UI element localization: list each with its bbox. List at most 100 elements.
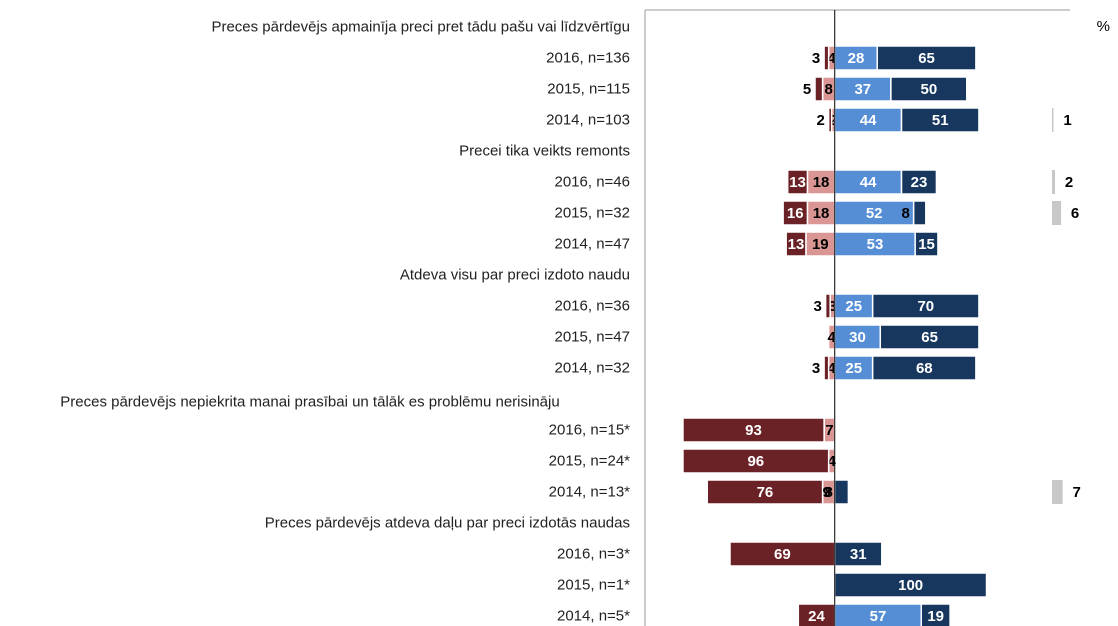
category-label: 2014, n=47 <box>554 235 631 253</box>
bar-segment <box>1052 201 1062 225</box>
category-label: 2014, n=5* <box>557 607 630 625</box>
category-label: Preces pārdevējs atdeva daļu par preci i… <box>264 514 630 532</box>
category-label: 2016, n=3* <box>557 545 630 563</box>
category-label: 2014, n=32 <box>554 359 631 377</box>
bar-segment <box>785 231 807 257</box>
category-label: 2016, n=15* <box>548 421 630 439</box>
value-label: 18 <box>813 174 830 191</box>
value-label: 25 <box>845 298 862 315</box>
value-label: 7 <box>1072 484 1080 501</box>
value-label: 25 <box>845 360 862 377</box>
bar-segment <box>833 541 883 567</box>
category-label: 2015, n=1* <box>557 576 630 594</box>
value-label: 44 <box>860 112 877 129</box>
value-label: 2 <box>829 112 837 129</box>
category-label: 2016, n=46 <box>554 173 631 191</box>
value-label: 13 <box>788 236 805 253</box>
bar-segment <box>912 200 927 226</box>
category-label: 2016, n=36 <box>554 297 631 315</box>
category-label: Preces pārdevējs apmainīja preci pret tā… <box>211 18 630 36</box>
bar-segment <box>806 169 836 195</box>
value-label: 8 <box>824 484 832 501</box>
category-label: 2014, n=13* <box>548 483 630 501</box>
value-label: 1 <box>1063 112 1071 129</box>
value-label: 65 <box>918 50 935 67</box>
value-label: 7 <box>825 422 833 439</box>
bar-segment <box>876 45 977 71</box>
value-label: 9 <box>823 484 831 501</box>
value-label: 24 <box>808 608 825 625</box>
value-label: 13 <box>789 174 806 191</box>
value-label: 4 <box>828 360 837 377</box>
bar-segment <box>729 541 836 567</box>
value-label: 3 <box>812 360 820 377</box>
bar-segment <box>871 293 980 319</box>
value-label: 19 <box>812 236 829 253</box>
value-label: 68 <box>916 360 933 377</box>
value-label: 15 <box>918 236 935 253</box>
bar-segment <box>786 169 809 195</box>
bar-segment <box>706 479 824 505</box>
value-label: 50 <box>920 81 937 98</box>
value-label: 4 <box>828 453 837 470</box>
bar-segment <box>879 324 980 350</box>
bar-segment <box>782 200 809 226</box>
bar-segment <box>823 355 830 381</box>
category-label: 2015, n=32 <box>554 204 631 222</box>
category-label: Precei tika veikts remonts <box>459 142 630 160</box>
category-label: 2014, n=103 <box>546 111 630 129</box>
bar-segment <box>814 76 824 102</box>
bar-segment <box>914 231 939 257</box>
value-label: 19 <box>927 608 944 625</box>
bar-segment <box>1052 170 1056 194</box>
value-label: 8 <box>824 81 832 98</box>
unit-label: % <box>1097 18 1110 35</box>
value-label: 65 <box>921 329 938 346</box>
bar-segment <box>833 479 850 505</box>
value-label: 3 <box>828 298 836 315</box>
value-label: 70 <box>917 298 934 315</box>
bar-segment <box>827 107 833 133</box>
value-label: 51 <box>932 112 949 129</box>
value-label: 4 <box>828 329 837 346</box>
bar-segment <box>823 45 830 71</box>
category-label: 2015, n=24* <box>548 452 630 470</box>
value-label: 23 <box>911 174 928 191</box>
category-label: Atdeva visu par preci izdoto naudu <box>399 266 630 284</box>
value-label: 57 <box>870 608 887 625</box>
value-label: 4 <box>828 50 837 67</box>
value-label: 16 <box>787 205 804 222</box>
bar-segment <box>833 324 882 350</box>
value-label: 2 <box>1065 174 1073 191</box>
value-label: 18 <box>813 205 830 222</box>
value-label: 44 <box>860 174 877 191</box>
bar-segment <box>900 107 980 133</box>
bar-segment <box>871 355 977 381</box>
value-label: 93 <box>745 422 762 439</box>
value-label: 100 <box>898 577 923 594</box>
bar-segment <box>833 572 988 598</box>
value-label: 2 <box>816 112 824 129</box>
value-label: 96 <box>747 453 764 470</box>
value-label: 52 <box>866 205 883 222</box>
bar-segment <box>920 603 951 626</box>
value-label: 3 <box>812 50 820 67</box>
value-label: 31 <box>850 546 867 563</box>
bar-segment <box>1052 108 1054 132</box>
bar-segment <box>900 169 938 195</box>
value-label: 69 <box>774 546 791 563</box>
value-label: 30 <box>849 329 866 346</box>
value-label: 8 <box>901 205 909 222</box>
category-label: 2015, n=115 <box>547 80 630 98</box>
bar-segment <box>682 417 825 443</box>
bar-segment <box>824 293 831 319</box>
bar-segment <box>1052 480 1063 504</box>
value-label: 5 <box>803 81 811 98</box>
value-label: 28 <box>848 50 865 67</box>
bar-segment <box>890 76 968 102</box>
category-label: 2015, n=47 <box>554 328 631 346</box>
value-label: 37 <box>854 81 871 98</box>
value-label: 53 <box>867 236 884 253</box>
